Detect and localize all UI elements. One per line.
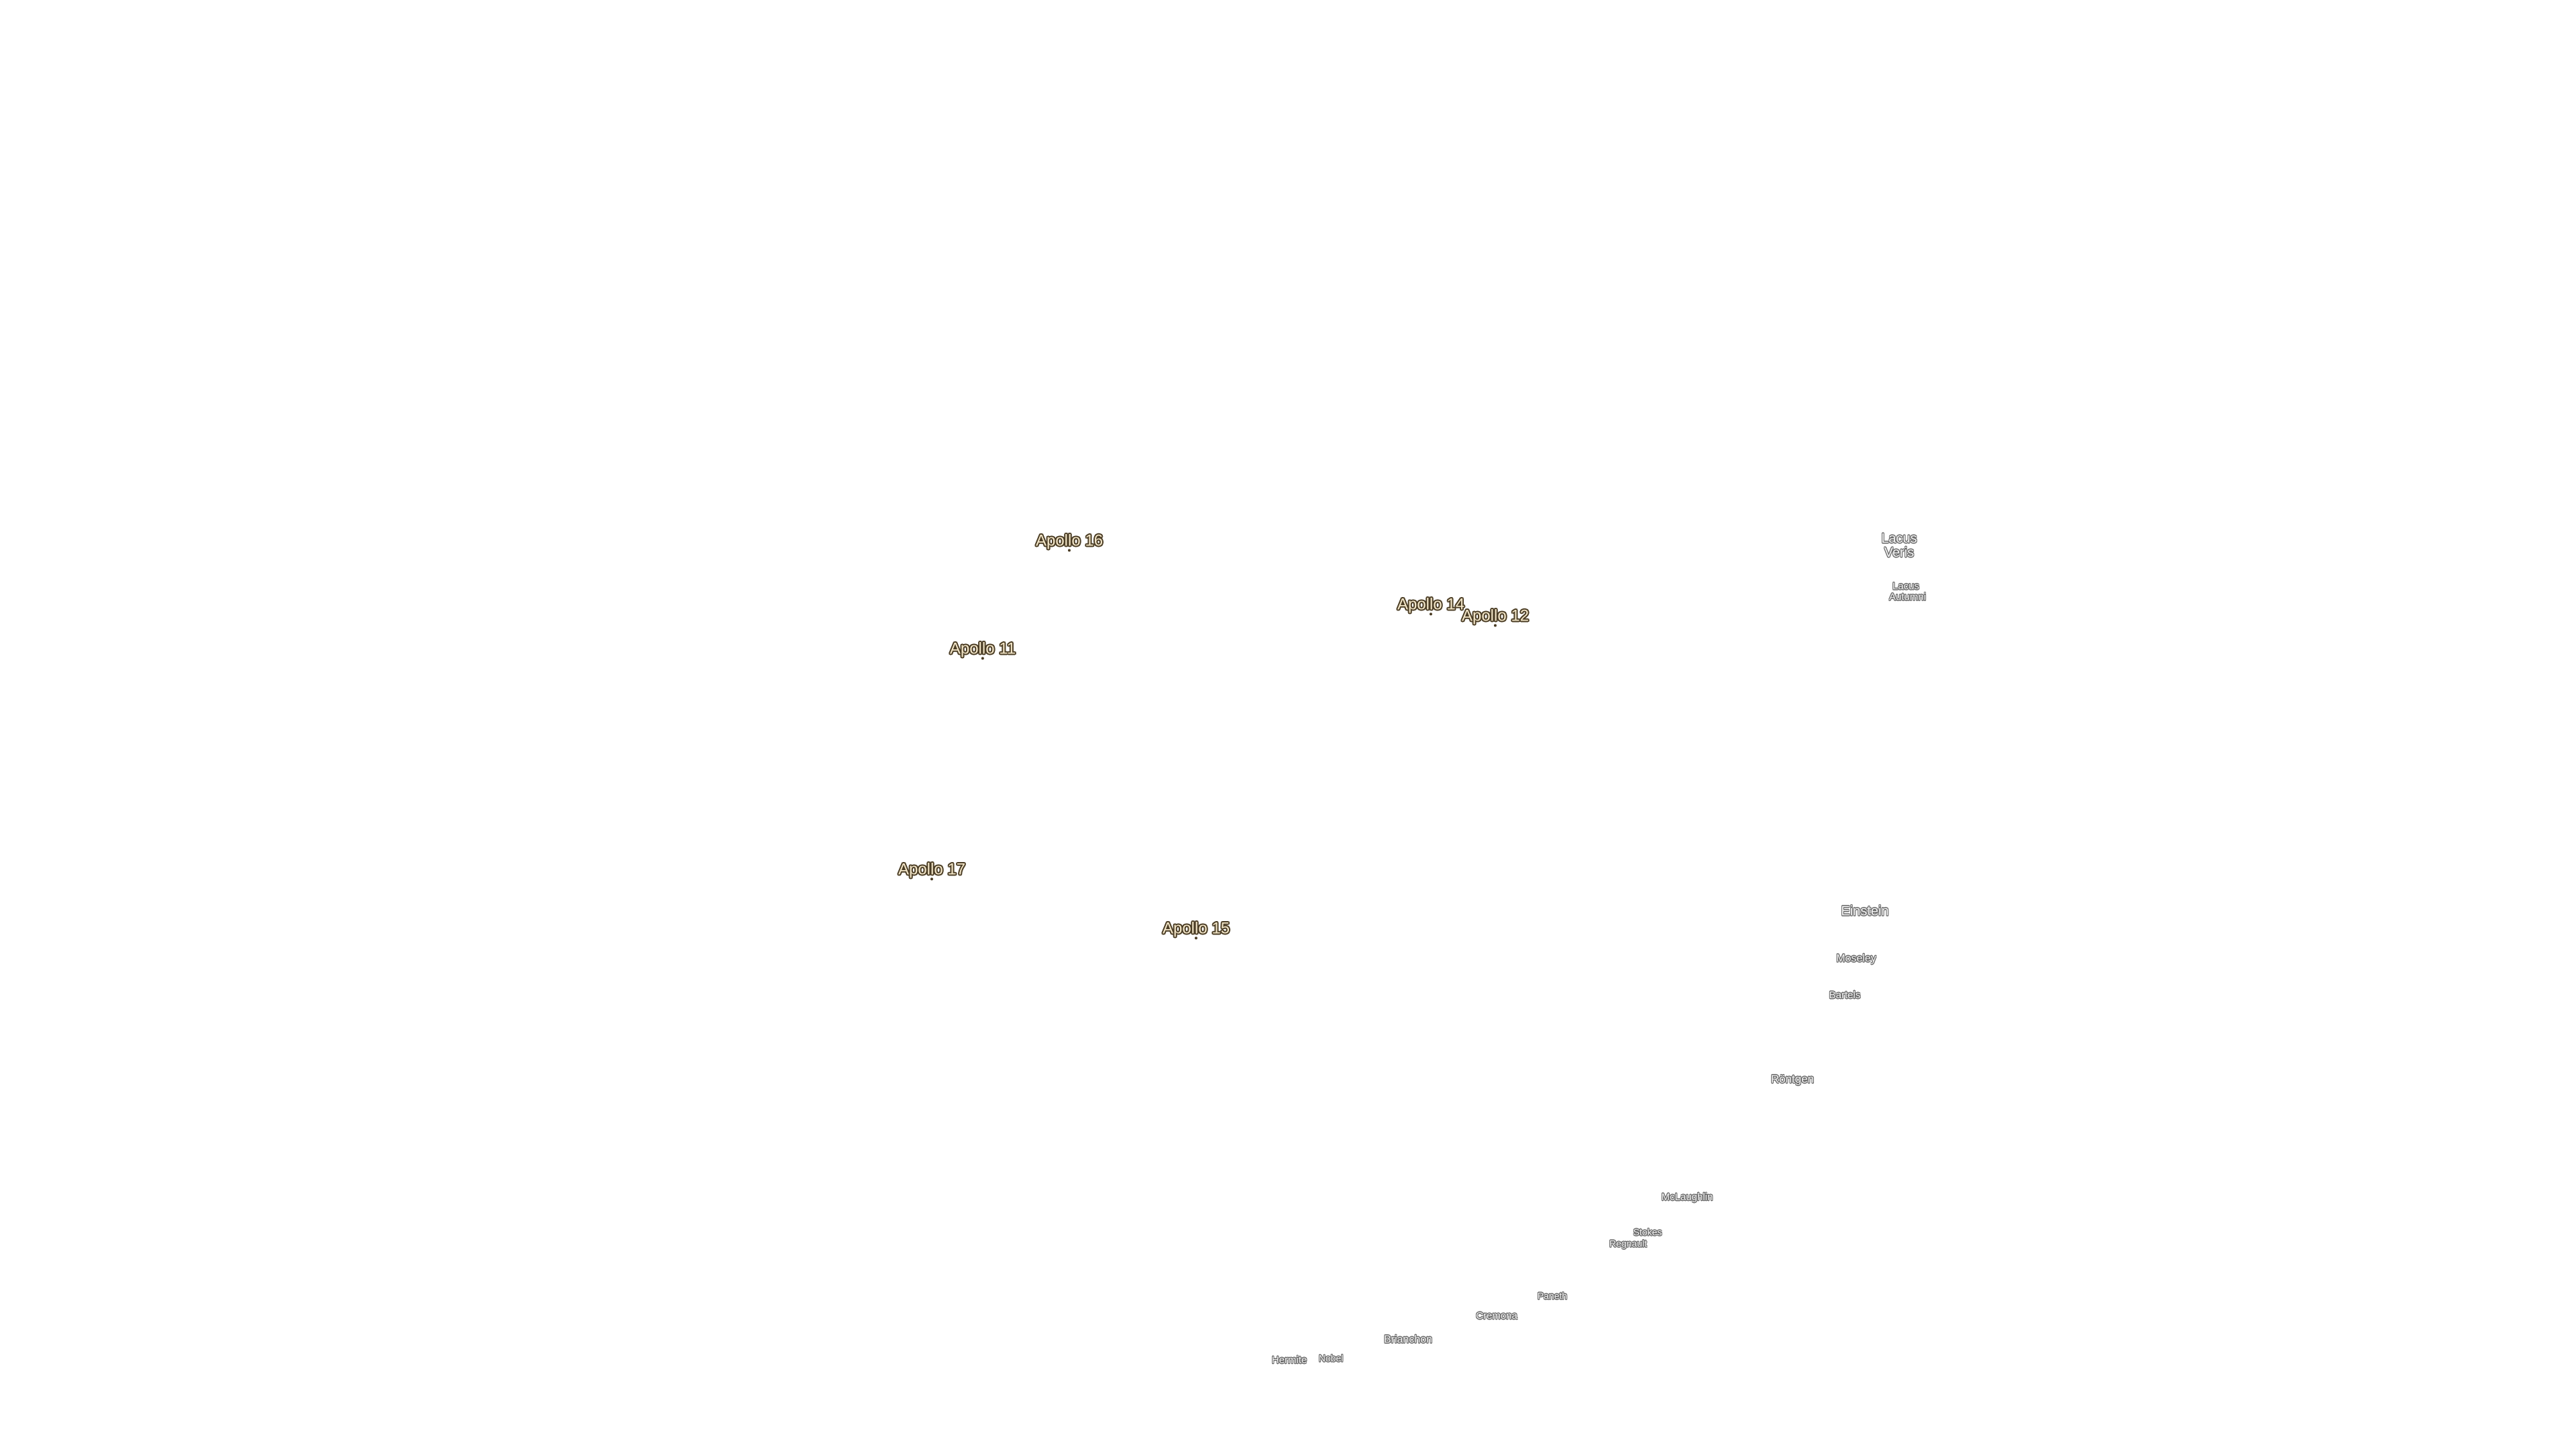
feature-label[interactable]: Einstein bbox=[1841, 904, 1889, 919]
feature-label[interactable]: Paneth bbox=[1537, 1290, 1568, 1301]
feature-label[interactable]: Regnault bbox=[1609, 1238, 1648, 1249]
feature-label[interactable]: McLaughlin bbox=[1661, 1191, 1713, 1203]
feature-label[interactable]: Cremona bbox=[1476, 1310, 1517, 1322]
feature-label[interactable]: Hermite bbox=[1271, 1354, 1307, 1366]
feature-label[interactable]: Nobel bbox=[1318, 1352, 1344, 1364]
feature-label[interactable]: Moseley bbox=[1836, 953, 1876, 965]
feature-label[interactable]: Lacus Veris bbox=[1881, 531, 1917, 560]
feature-label[interactable]: Bartels bbox=[1829, 989, 1861, 1002]
feature-label[interactable]: Stokes bbox=[1633, 1226, 1662, 1238]
apollo-site-label[interactable]: Apollo 12 bbox=[1461, 606, 1529, 627]
apollo-site-label[interactable]: Apollo 14 bbox=[1397, 595, 1465, 616]
feature-label[interactable]: Röntgen bbox=[1770, 1073, 1815, 1086]
apollo-site-label[interactable]: Apollo 17 bbox=[898, 860, 966, 881]
feature-label[interactable]: Lacus Autumni bbox=[1889, 580, 1927, 602]
apollo-site-label[interactable]: Apollo 16 bbox=[1035, 531, 1104, 552]
apollo-site-label[interactable]: Apollo 15 bbox=[1162, 919, 1230, 940]
feature-label[interactable]: Brianchon bbox=[1383, 1334, 1433, 1346]
apollo-site-label[interactable]: Apollo 11 bbox=[949, 639, 1016, 660]
